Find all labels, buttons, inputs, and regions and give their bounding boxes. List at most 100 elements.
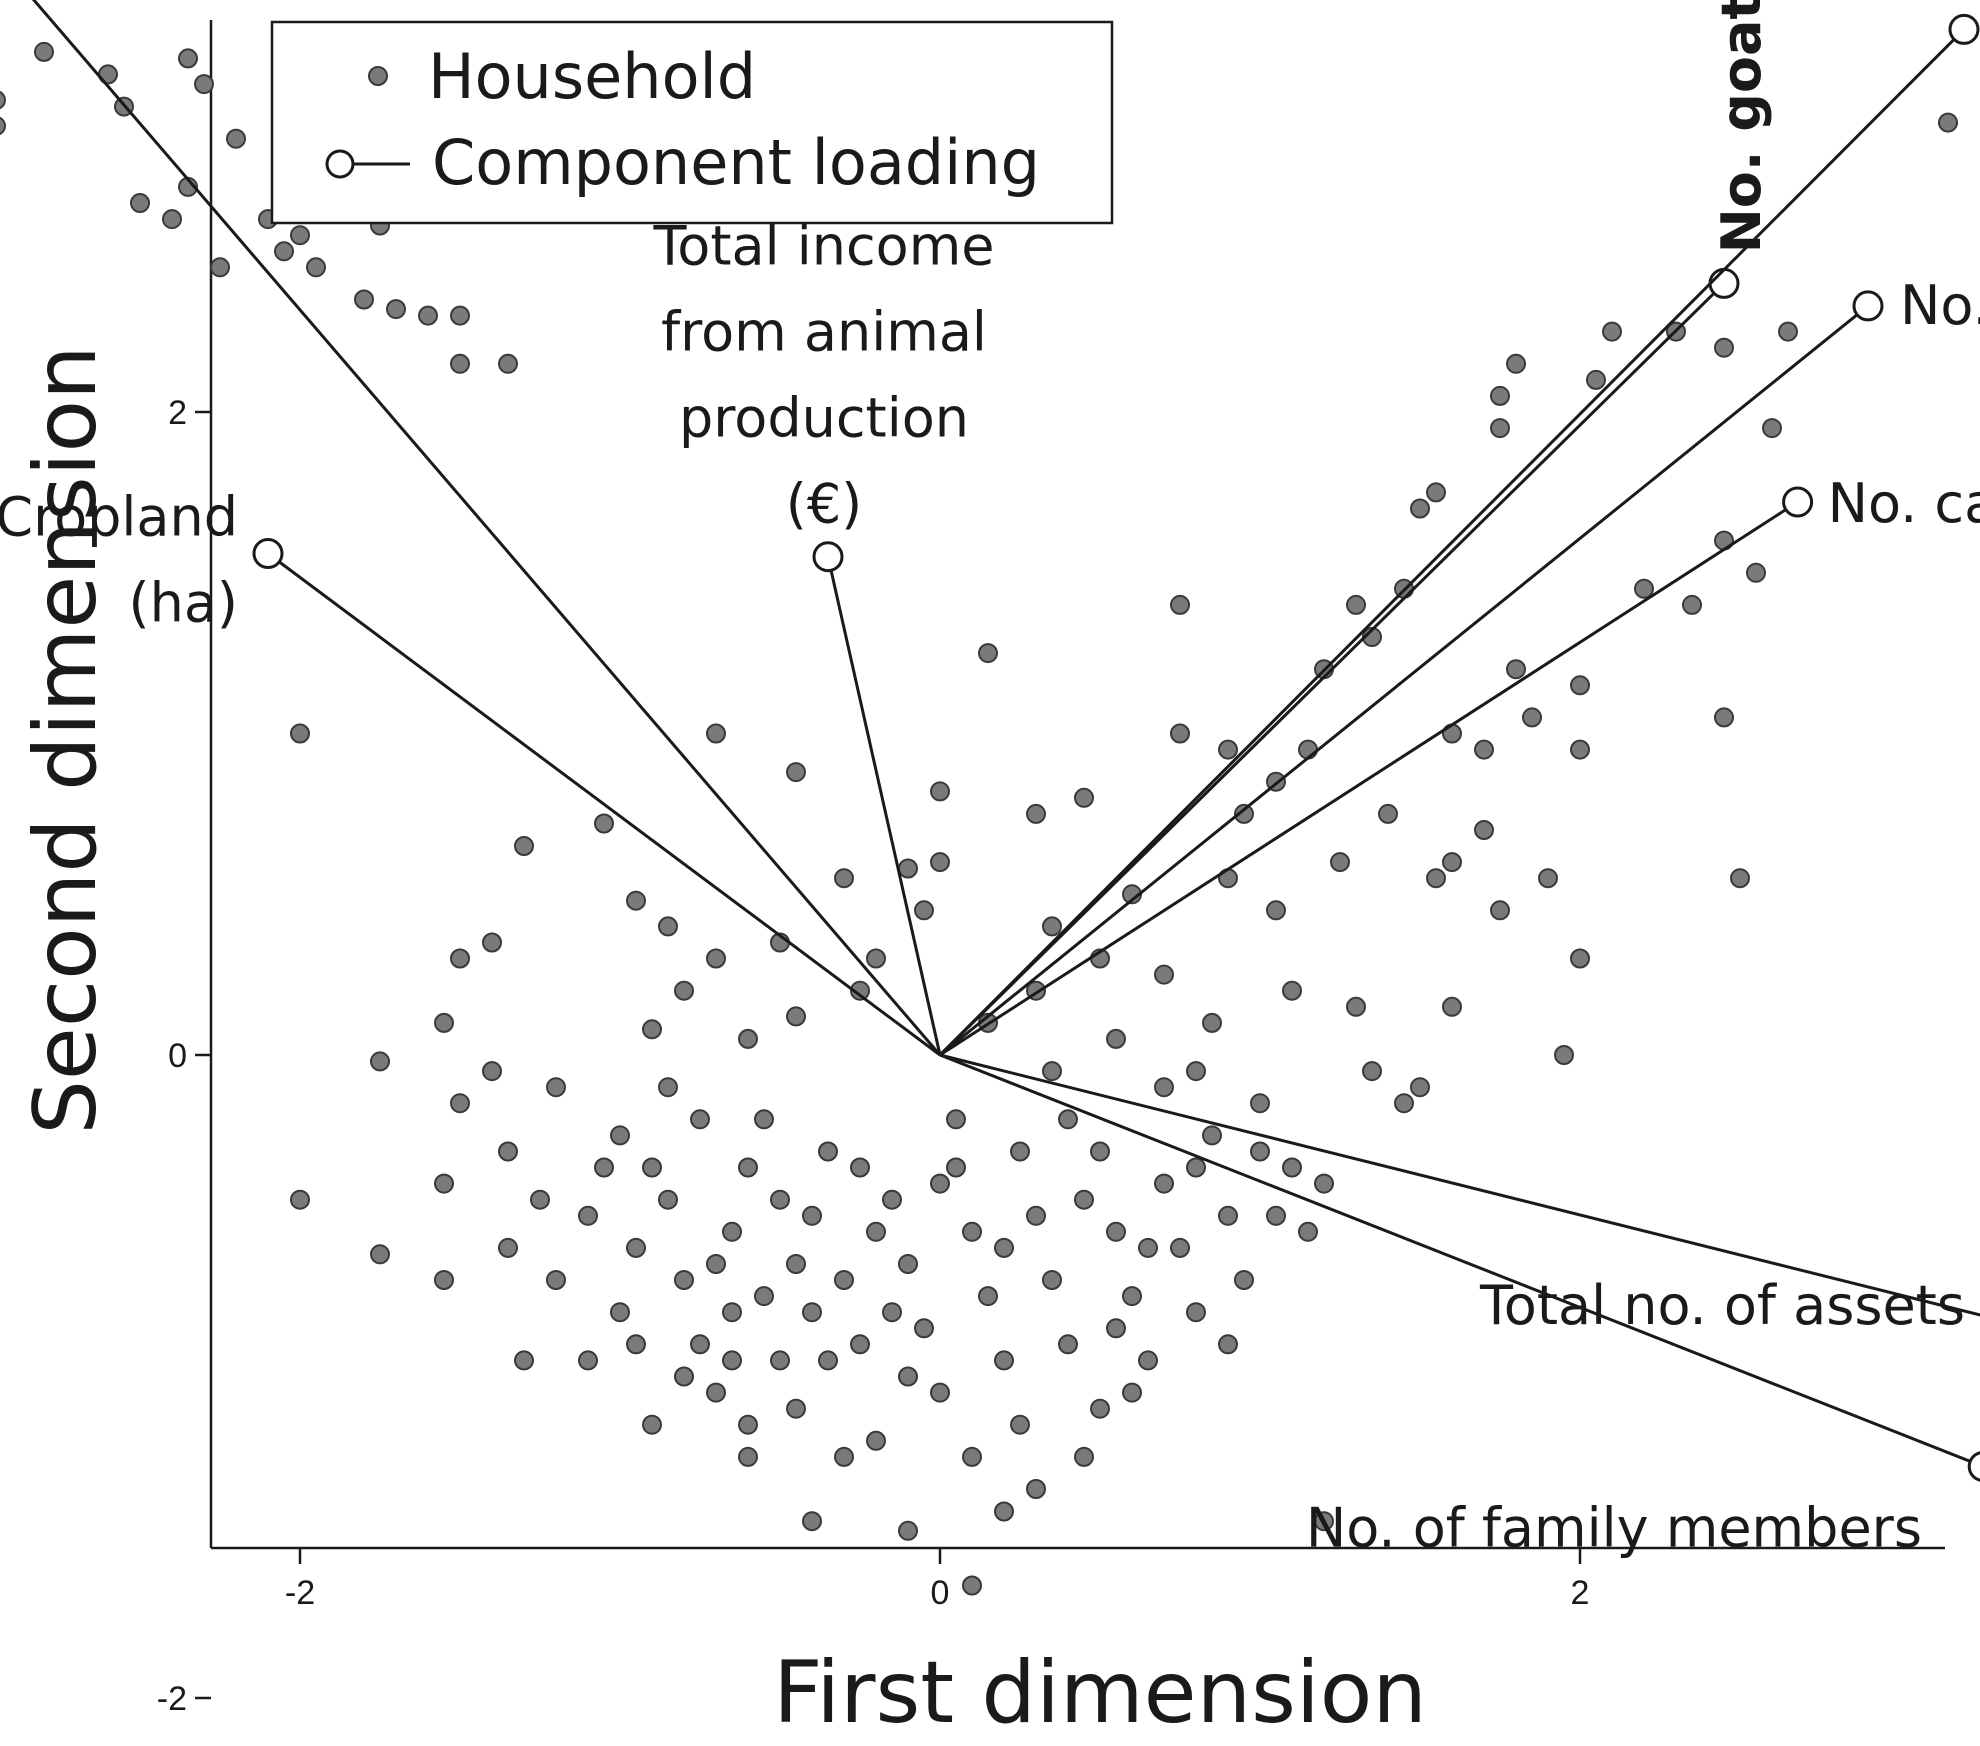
household-point (1026, 803, 1046, 824)
x-axis-ticks: -4-20246 (285, 1548, 1589, 1612)
household-point (1538, 868, 1558, 889)
household-point (610, 1125, 630, 1146)
household-point (1778, 321, 1798, 342)
legend-household-label: Household (428, 40, 756, 113)
household-point (642, 1019, 662, 1040)
household-point (962, 1221, 982, 1242)
household-point (930, 781, 950, 802)
household-point (1026, 1205, 1046, 1226)
household-point (1186, 1302, 1206, 1323)
household-point (1506, 353, 1526, 374)
household-point (898, 1254, 918, 1274)
household-point (642, 1157, 662, 1178)
household-point (1090, 1141, 1110, 1162)
household-point (850, 980, 870, 1001)
household-point (1570, 675, 1590, 696)
household-point (1170, 1237, 1190, 1258)
household-point (434, 1270, 454, 1290)
household-point (434, 1173, 454, 1194)
household-point (1266, 900, 1286, 921)
household-point (898, 1520, 918, 1541)
household-point (1570, 739, 1590, 760)
household-point (578, 1205, 598, 1226)
household-point (194, 74, 214, 95)
household-point (1346, 594, 1366, 615)
household-point (850, 1157, 870, 1178)
household-point (946, 1109, 966, 1130)
household-point (834, 1446, 854, 1467)
household-point (1346, 996, 1366, 1017)
household-point (1282, 1157, 1302, 1178)
household-point (546, 1077, 566, 1098)
x-tick-label: -2 (285, 1574, 315, 1612)
household-point (418, 305, 438, 326)
household-point (274, 241, 294, 262)
household-point (290, 723, 310, 744)
household-point (130, 193, 150, 213)
household-point (882, 1189, 902, 1210)
loading-line (939, 1053, 1980, 1467)
household-point (1138, 1237, 1158, 1258)
household-point (450, 305, 470, 326)
household-point (1154, 1077, 1174, 1098)
household-point (1202, 1012, 1222, 1033)
household-point (1058, 1109, 1078, 1130)
household-point (994, 1237, 1014, 1258)
household-point (722, 1221, 742, 1242)
household-point (770, 1350, 790, 1371)
household-point (706, 723, 726, 744)
household-point (1474, 739, 1494, 760)
household-point (722, 1302, 742, 1323)
household-point (674, 980, 694, 1001)
household-point (1490, 418, 1510, 439)
household-point (1218, 1205, 1238, 1226)
household-point (994, 1350, 1014, 1371)
loading-label: from animal (661, 301, 987, 364)
household-point (1042, 1061, 1062, 1082)
household-point (1090, 1398, 1110, 1419)
household-point (1202, 1125, 1222, 1146)
household-point (738, 1414, 758, 1435)
household-point (1042, 916, 1062, 937)
household-point (594, 813, 614, 834)
household-point (706, 1254, 726, 1274)
household-point (786, 1006, 806, 1027)
loading-label: No. horse (1900, 274, 1980, 337)
household-point (178, 48, 198, 69)
legend-loading-marker (325, 149, 355, 179)
loading-label: Cropland (0, 485, 238, 548)
household-point (1074, 1189, 1094, 1210)
y-tick-label: 0 (168, 1037, 187, 1075)
household-point (1154, 964, 1174, 985)
household-point (978, 1286, 998, 1307)
household-point (1026, 1479, 1046, 1499)
loading-line (939, 1053, 1980, 1317)
household-point (1074, 787, 1094, 808)
household-point (1410, 498, 1430, 519)
household-point (498, 1141, 518, 1162)
household-point (978, 643, 998, 664)
household-point (354, 289, 374, 310)
household-point (738, 1028, 758, 1049)
household-point (1282, 980, 1302, 1001)
household-point (210, 257, 230, 278)
household-point (786, 1398, 806, 1419)
household-point (882, 1302, 902, 1323)
household-point (962, 1446, 982, 1467)
household-point (658, 1077, 678, 1098)
legend-box (270, 20, 1114, 225)
household-point (1186, 1157, 1206, 1178)
loading-point (1967, 1451, 1980, 1482)
loading-label: (€) (786, 473, 863, 536)
household-point (930, 1173, 950, 1194)
y-axis-title: Second dimension (16, 345, 116, 1134)
household-point (1378, 803, 1398, 824)
household-point (866, 948, 886, 969)
household-points (0, 41, 1958, 1596)
household-point (946, 1157, 966, 1178)
household-point (866, 1430, 886, 1451)
household-point (0, 90, 6, 110)
household-point (1634, 578, 1654, 599)
household-point (802, 1302, 822, 1323)
